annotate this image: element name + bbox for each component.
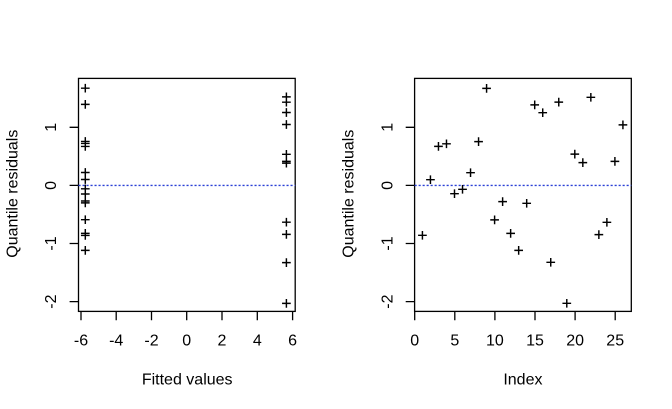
svg-text:0: 0 [182,332,191,349]
svg-text:1: 1 [43,123,60,132]
svg-text:Fitted values: Fitted values [142,372,233,389]
svg-text:10: 10 [486,332,504,349]
svg-text:6: 6 [288,332,297,349]
svg-text:20: 20 [566,332,584,349]
svg-text:-6: -6 [74,332,88,349]
svg-text:-2: -2 [144,332,158,349]
svg-text:0: 0 [43,181,60,190]
svg-text:0: 0 [410,332,419,349]
svg-text:0: 0 [380,181,397,190]
svg-text:-2: -2 [43,294,60,308]
svg-text:-2: -2 [380,294,397,308]
svg-text:15: 15 [526,332,544,349]
svg-text:4: 4 [253,332,262,349]
svg-text:-1: -1 [380,236,397,250]
svg-text:1: 1 [380,123,397,132]
svg-text:Quantile residuals: Quantile residuals [4,130,21,258]
svg-text:-4: -4 [109,332,123,349]
svg-text:-1: -1 [43,236,60,250]
svg-text:5: 5 [450,332,459,349]
svg-text:Index: Index [503,372,542,389]
svg-text:2: 2 [218,332,227,349]
svg-text:Quantile residuals: Quantile residuals [340,130,357,258]
svg-text:25: 25 [606,332,624,349]
